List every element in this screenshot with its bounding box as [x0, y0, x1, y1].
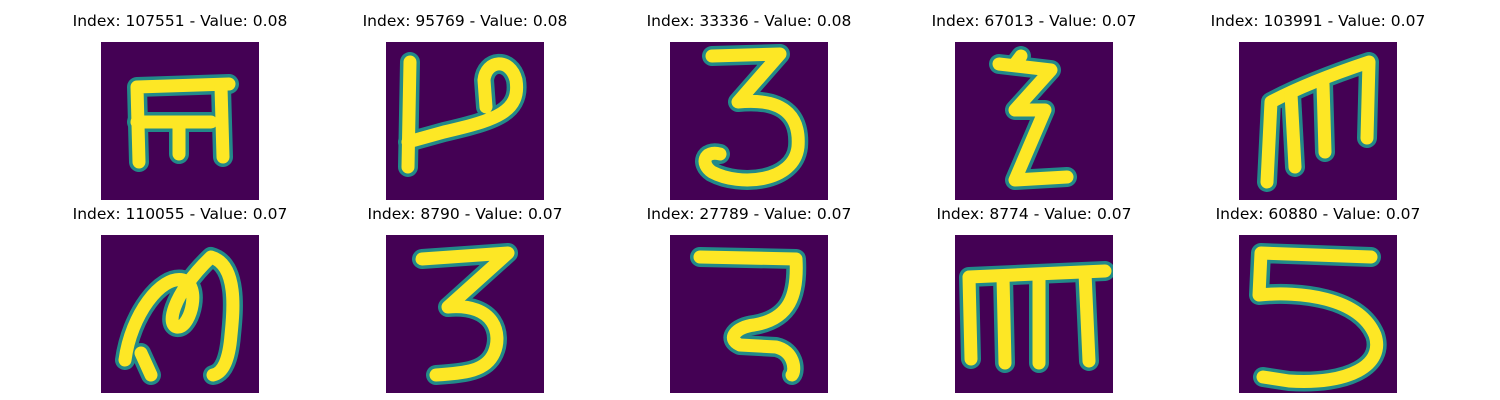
five-character-glyph [1249, 243, 1387, 392]
panel-2: Index: 95769 - Value: 0.08 [305, 9, 625, 200]
three-character-glyph [695, 44, 809, 190]
character-image [101, 42, 259, 200]
panel-10: Index: 60880 - Value: 0.07 [1158, 202, 1478, 393]
panel-4: Index: 67013 - Value: 0.07 [874, 9, 1194, 200]
two-character-glyph [690, 247, 807, 385]
three-character-glyph [412, 243, 518, 385]
panel-title: Index: 60880 - Value: 0.07 [1215, 205, 1421, 223]
panel-title: Index: 107551 - Value: 0.08 [72, 12, 288, 30]
character-image [386, 235, 544, 393]
character-image [670, 42, 828, 200]
panel-title: Index: 27789 - Value: 0.07 [646, 205, 852, 223]
panel-title: Index: 67013 - Value: 0.07 [931, 12, 1137, 30]
panel-8: Index: 27789 - Value: 0.07 [589, 202, 909, 393]
panel-7: Index: 8790 - Value: 0.07 [305, 202, 625, 393]
panel-title: Index: 8774 - Value: 0.07 [936, 205, 1132, 223]
p-character-glyph [398, 52, 527, 177]
panel-title: Index: 103991 - Value: 0.07 [1210, 12, 1426, 30]
character-image [955, 42, 1113, 200]
z-character-glyph [989, 46, 1077, 190]
panel-1: Index: 107551 - Value: 0.08 [20, 9, 340, 200]
m-character-glyph [959, 261, 1113, 373]
character-image [955, 235, 1113, 393]
panel-9: Index: 8774 - Value: 0.07 [874, 202, 1194, 393]
character-image [101, 235, 259, 393]
m-character-glyph [115, 247, 243, 385]
character-image [1239, 42, 1397, 200]
character-image [1239, 235, 1397, 393]
character-image [386, 42, 544, 200]
panel-title: Index: 33336 - Value: 0.08 [646, 12, 852, 30]
character-image [670, 235, 828, 393]
m-character-glyph [1257, 52, 1379, 192]
panel-5: Index: 103991 - Value: 0.07 [1158, 9, 1478, 200]
panel-title: Index: 8790 - Value: 0.07 [367, 205, 563, 223]
panel-title: Index: 110055 - Value: 0.07 [72, 205, 288, 223]
panel-title: Index: 95769 - Value: 0.08 [362, 12, 568, 30]
panel-6: Index: 110055 - Value: 0.07 [20, 202, 340, 393]
panel-3: Index: 33336 - Value: 0.08 [589, 9, 909, 200]
e-character-glyph [127, 74, 239, 172]
